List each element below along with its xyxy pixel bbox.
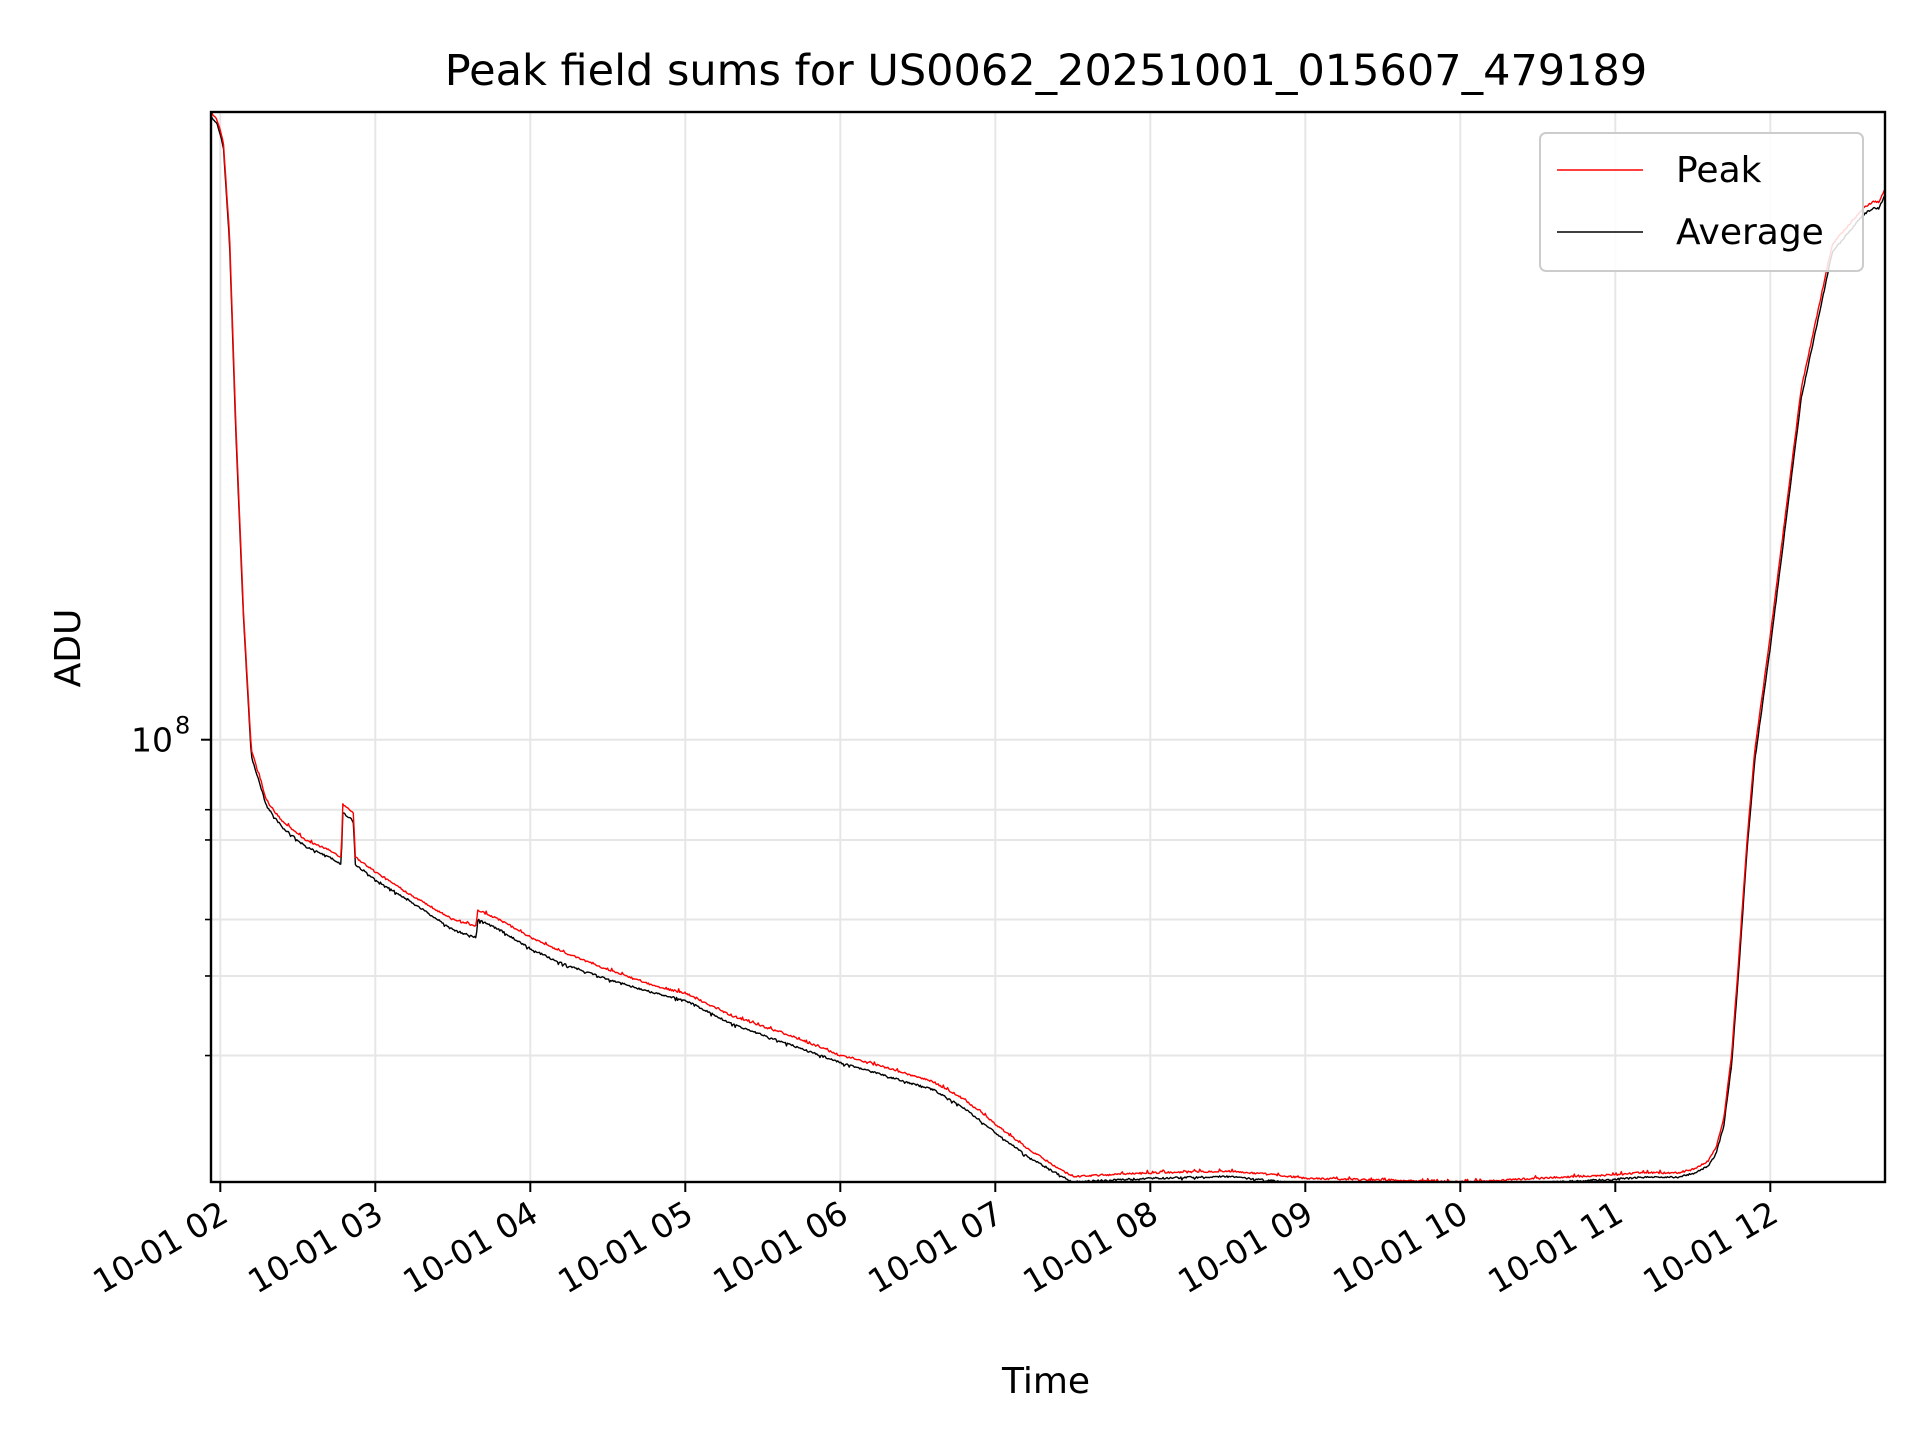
x-tick-label: 10-01 10	[1326, 1193, 1474, 1301]
x-tick-label: 10-01 08	[1016, 1193, 1164, 1301]
x-tick-label: 10-01 12	[1636, 1193, 1784, 1301]
x-tick-label: 10-01 11	[1481, 1193, 1629, 1301]
legend-label-average: Average	[1676, 212, 1824, 253]
legend-label-peak: Peak	[1676, 150, 1762, 191]
plot-frame	[209, 110, 1887, 1184]
y-tick-label-base: 10	[131, 721, 173, 760]
x-tick-label: 10-01 05	[551, 1193, 699, 1301]
x-tick-label: 10-01 09	[1171, 1193, 1319, 1301]
x-axis-label: Time	[1001, 1361, 1090, 1402]
y-tick-label-exponent: 8	[175, 712, 190, 740]
x-tick-label: 10-01 07	[861, 1193, 1009, 1301]
x-tick-label: 10-01 02	[86, 1193, 234, 1301]
series-layer	[211, 112, 1885, 1182]
series-line-average	[211, 115, 1885, 1182]
gridlines	[211, 112, 1885, 1182]
x-tick-label: 10-01 03	[241, 1193, 389, 1301]
axis-ticks: 10-01 02 10-01 03 10-01 04 10-01 05 10-01 06…	[86, 712, 1784, 1301]
series-line-peak	[211, 112, 1885, 1182]
x-tick-label: 10-01 04	[396, 1193, 544, 1301]
y-axis-label: ADU	[48, 609, 89, 688]
chart-title: Peak field sums for US0062_20251001_0156…	[445, 46, 1648, 96]
x-tick-label: 10-01 06	[706, 1193, 854, 1301]
legend-box	[1539, 132, 1864, 272]
legend: Peak Average	[1539, 132, 1864, 272]
